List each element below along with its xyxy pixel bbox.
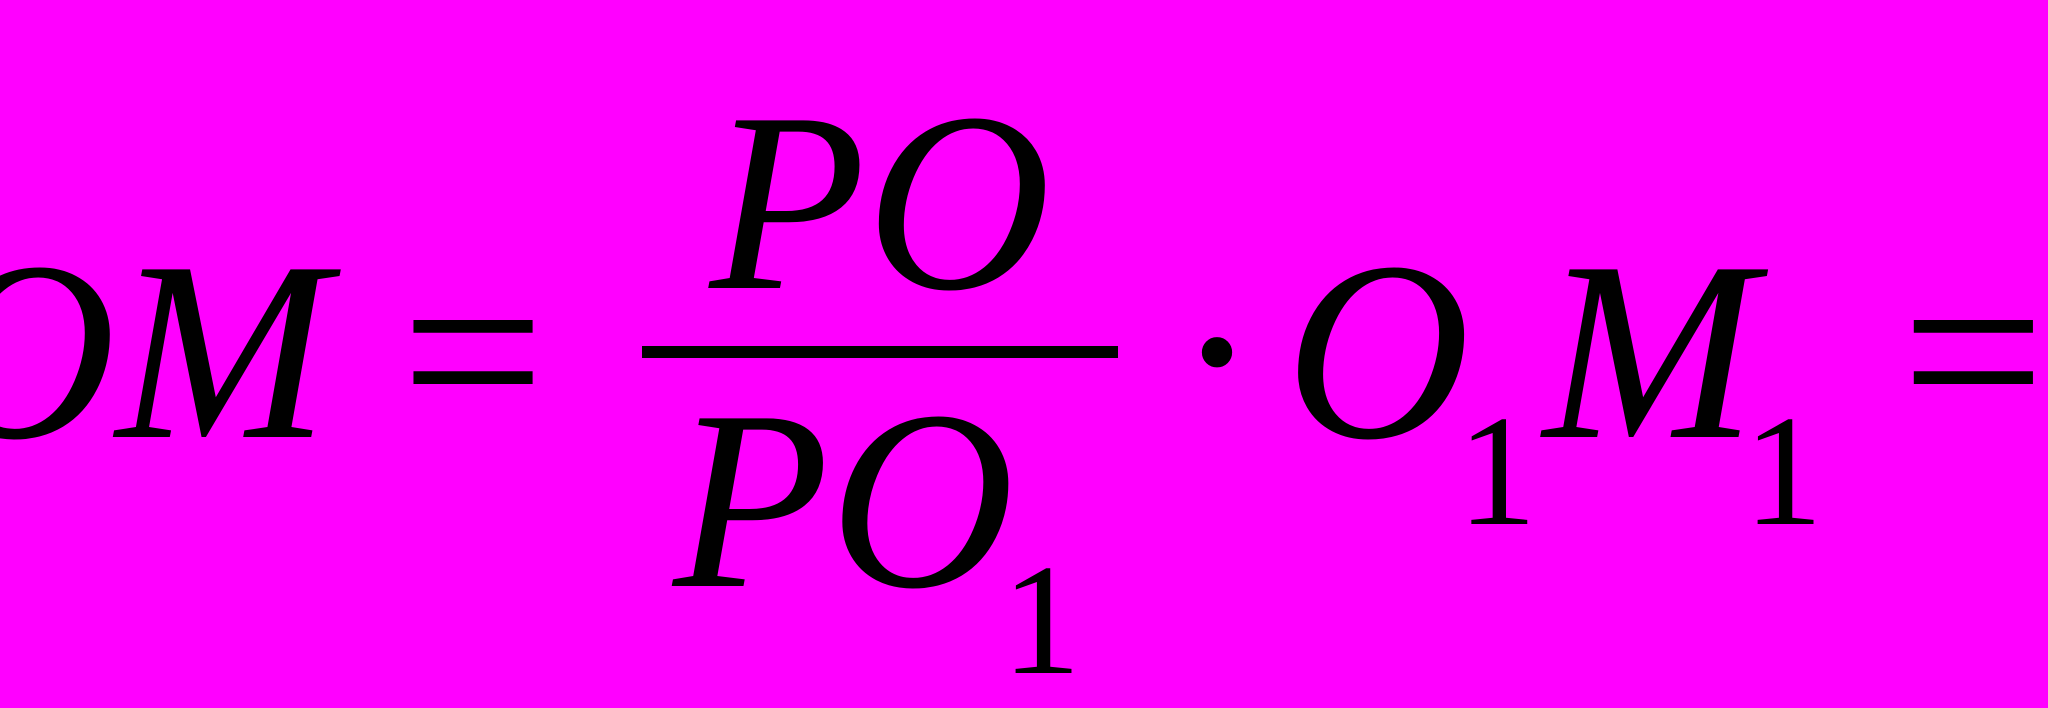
denominator-subscript: 1	[1002, 542, 1081, 701]
rhs-O1M1: O 1 M 1	[1285, 224, 1829, 480]
numerator-text: PO	[710, 75, 1051, 331]
rhs-O1: O 1	[1285, 224, 1543, 480]
fraction-bar	[642, 346, 1118, 358]
rhs-O-subscript: 1	[1457, 393, 1536, 552]
rhs-M1: M 1	[1543, 224, 1829, 480]
rhs-M-base: M	[1543, 224, 1756, 480]
denominator-base: PO	[673, 373, 1014, 629]
lhs-OM: OM	[0, 224, 329, 480]
fraction-numerator: PO	[679, 75, 1082, 331]
equals-sign-2: =	[1901, 224, 2045, 480]
denominator-group: PO 1	[673, 373, 1087, 629]
rhs-O-base: O	[1285, 224, 1470, 480]
fraction-denominator: PO 1	[642, 373, 1118, 629]
rhs-M-subscript: 1	[1744, 393, 1823, 552]
fraction: PO PO 1	[642, 75, 1118, 630]
equals-sign-1: =	[401, 224, 545, 480]
equation: OM = PO PO 1 · O 1 M 1 =	[0, 75, 2048, 630]
multiplication-dot: ·	[1174, 224, 1259, 480]
